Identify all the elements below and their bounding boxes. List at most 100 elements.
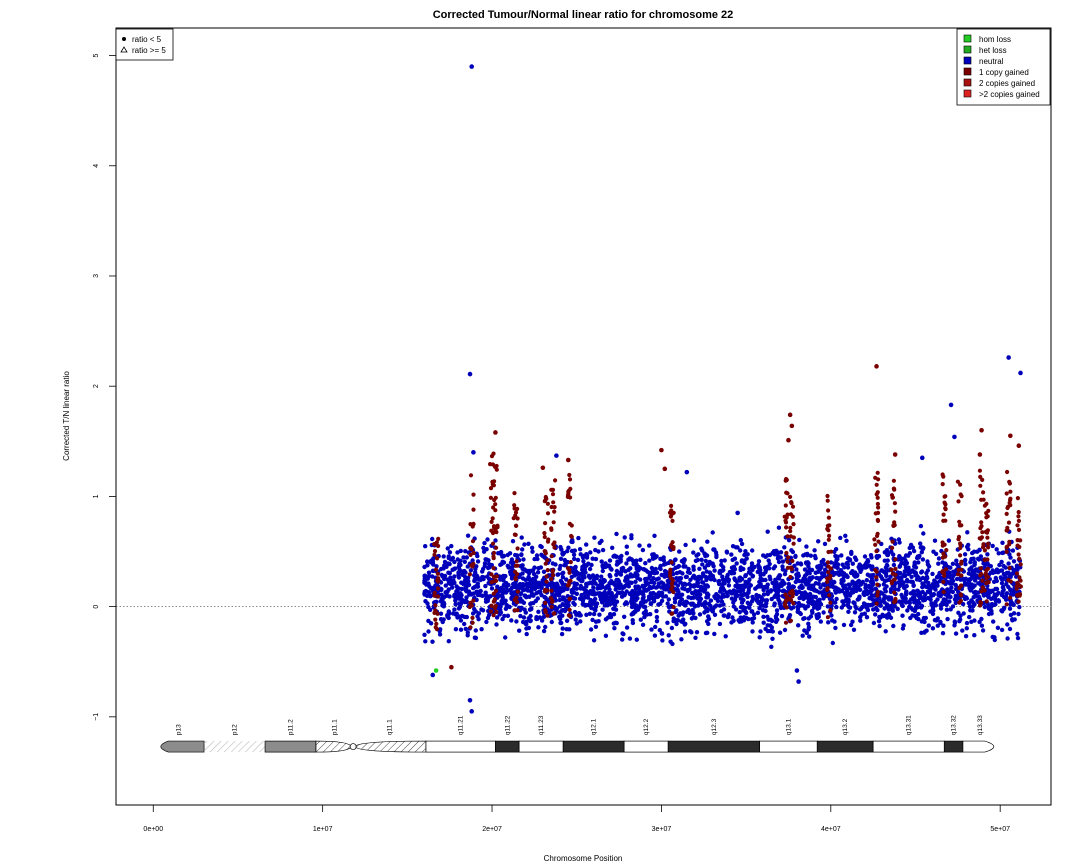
data-point — [458, 548, 463, 554]
data-point — [527, 576, 532, 582]
data-point — [654, 577, 659, 582]
data-point — [603, 586, 608, 591]
data-point — [613, 620, 618, 625]
data-point — [897, 564, 902, 569]
legend-label: >2 copies gained — [979, 90, 1040, 99]
data-point — [653, 594, 658, 599]
gain-point — [959, 567, 964, 572]
data-point — [629, 536, 634, 541]
data-point — [449, 585, 455, 590]
data-point — [452, 607, 457, 612]
data-point — [704, 619, 710, 624]
data-point — [743, 579, 748, 585]
data-point — [663, 573, 669, 578]
data-point — [737, 610, 742, 615]
outlier-point — [919, 455, 925, 461]
data-point — [1011, 569, 1017, 574]
data-point — [883, 629, 888, 634]
data-point — [555, 582, 560, 587]
data-point — [735, 545, 740, 550]
data-point — [467, 592, 472, 597]
gain-point — [891, 478, 897, 483]
data-point — [648, 571, 653, 576]
data-point — [647, 584, 653, 590]
ideogram-band-label: q12.1 — [591, 718, 598, 735]
data-point — [776, 593, 781, 599]
gain-point — [981, 542, 986, 547]
data-point — [816, 576, 821, 581]
data-point — [596, 549, 601, 554]
gain-point — [784, 490, 789, 495]
data-point — [597, 591, 602, 596]
data-point — [682, 629, 688, 634]
gain-point — [513, 575, 518, 580]
data-point — [802, 628, 807, 633]
gain-point — [515, 516, 520, 521]
data-point — [528, 613, 533, 619]
data-point — [691, 550, 696, 555]
data-point — [754, 592, 759, 598]
data-point — [896, 580, 901, 585]
data-point — [857, 587, 863, 592]
data-point — [939, 575, 944, 581]
data-point — [882, 586, 887, 592]
gain-point — [1004, 491, 1009, 496]
data-point — [661, 594, 666, 599]
data-point — [634, 558, 639, 563]
neutral-point-cloud — [422, 523, 1023, 649]
gain-point — [494, 609, 499, 615]
gain-point — [790, 558, 795, 564]
data-point — [742, 552, 747, 558]
data-point — [904, 577, 910, 583]
data-point — [504, 602, 509, 608]
data-point — [834, 586, 839, 591]
gain-point — [791, 522, 796, 527]
data-point — [526, 541, 531, 546]
data-point — [556, 572, 561, 577]
gain-point — [488, 462, 493, 467]
data-point — [707, 559, 712, 565]
data-point — [430, 536, 435, 542]
data-point — [426, 570, 432, 575]
data-point — [684, 574, 689, 579]
data-point — [587, 566, 593, 572]
data-point — [475, 614, 480, 619]
data-point — [560, 626, 565, 631]
data-point — [935, 580, 940, 586]
data-point — [846, 609, 851, 614]
data-point — [458, 558, 463, 563]
legend-label: 2 copies gained — [979, 79, 1035, 88]
data-point — [648, 595, 654, 600]
data-point — [964, 620, 970, 626]
gain-point — [545, 501, 551, 506]
gain-point — [876, 477, 881, 482]
data-point — [911, 548, 917, 554]
data-point — [770, 629, 775, 634]
data-point — [722, 558, 727, 563]
data-point — [830, 640, 835, 646]
data-point — [1016, 611, 1021, 617]
data-point — [833, 625, 838, 631]
gain-point — [875, 490, 880, 495]
data-point — [963, 562, 968, 567]
data-point — [795, 577, 800, 583]
data-point — [462, 559, 467, 564]
gain-point — [545, 558, 550, 563]
data-point — [719, 595, 724, 600]
gain-point — [1015, 496, 1021, 501]
data-point — [463, 626, 468, 632]
data-point — [994, 578, 999, 584]
data-point — [780, 567, 785, 572]
gain-point — [491, 524, 497, 529]
data-point — [422, 632, 427, 637]
data-point — [779, 613, 785, 619]
data-point — [773, 577, 778, 582]
data-point — [963, 634, 969, 639]
ideogram-band-label: q12.2 — [643, 718, 650, 735]
data-point — [996, 551, 1001, 556]
gain-point — [491, 451, 496, 456]
ideogram-band — [315, 740, 352, 753]
gain-point — [511, 516, 516, 521]
data-point — [641, 584, 646, 590]
data-point — [768, 588, 774, 593]
